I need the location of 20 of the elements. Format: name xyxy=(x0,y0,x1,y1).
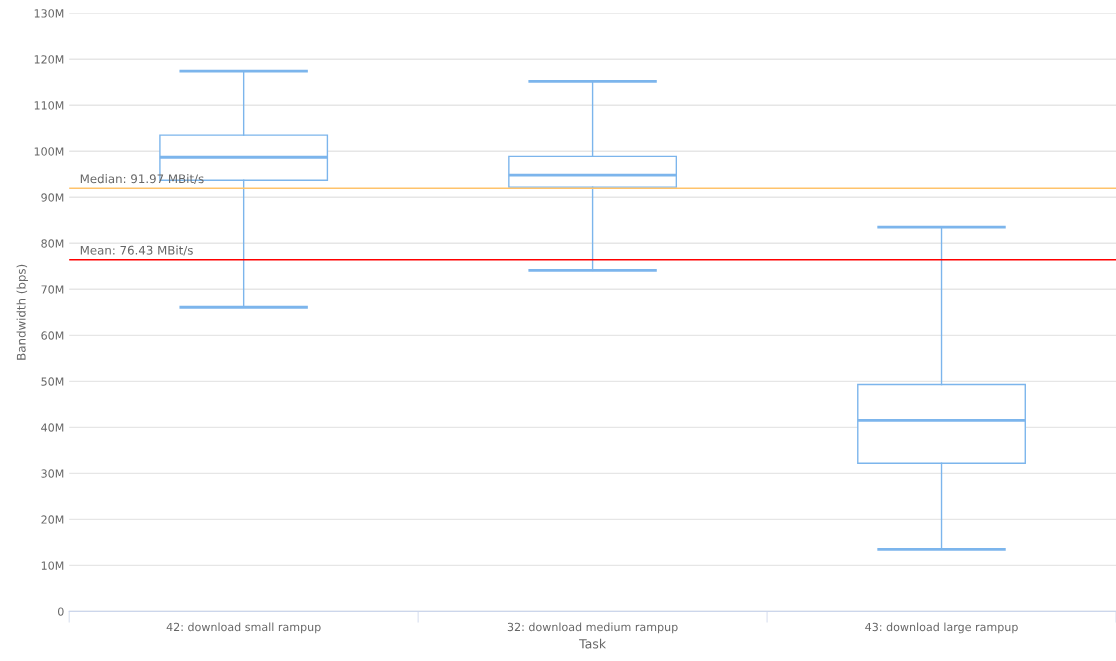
x-tick-label: 43: download large rampup xyxy=(865,622,1018,634)
y-tick-label: 20M xyxy=(41,515,64,524)
y-tick-label: 110M xyxy=(34,101,64,110)
y-tick-label: 80M xyxy=(41,239,64,248)
y-axis-title: Bandwidth (bps) xyxy=(16,264,28,360)
y-tick-label: 50M xyxy=(41,377,64,386)
ref-line-label: Mean: 76.43 MBit/s xyxy=(80,245,193,256)
y-tick-label: 10M xyxy=(41,561,64,570)
x-axis-title: Task xyxy=(579,638,607,649)
y-tick-label: 60M xyxy=(41,331,64,340)
y-tick-label: 70M xyxy=(41,285,64,294)
y-tick-label: 0 xyxy=(57,607,64,616)
y-tick-label: 30M xyxy=(41,469,64,478)
y-tick-label: 130M xyxy=(34,9,64,18)
x-tick-label: 42: download small rampup xyxy=(166,622,321,634)
y-tick-label: 40M xyxy=(41,423,64,432)
x-tick-label: 32: download medium rampup xyxy=(507,622,678,634)
y-tick-label: 120M xyxy=(34,55,64,64)
y-tick-label: 100M xyxy=(34,147,64,156)
y-tick-label: 90M xyxy=(41,193,64,202)
